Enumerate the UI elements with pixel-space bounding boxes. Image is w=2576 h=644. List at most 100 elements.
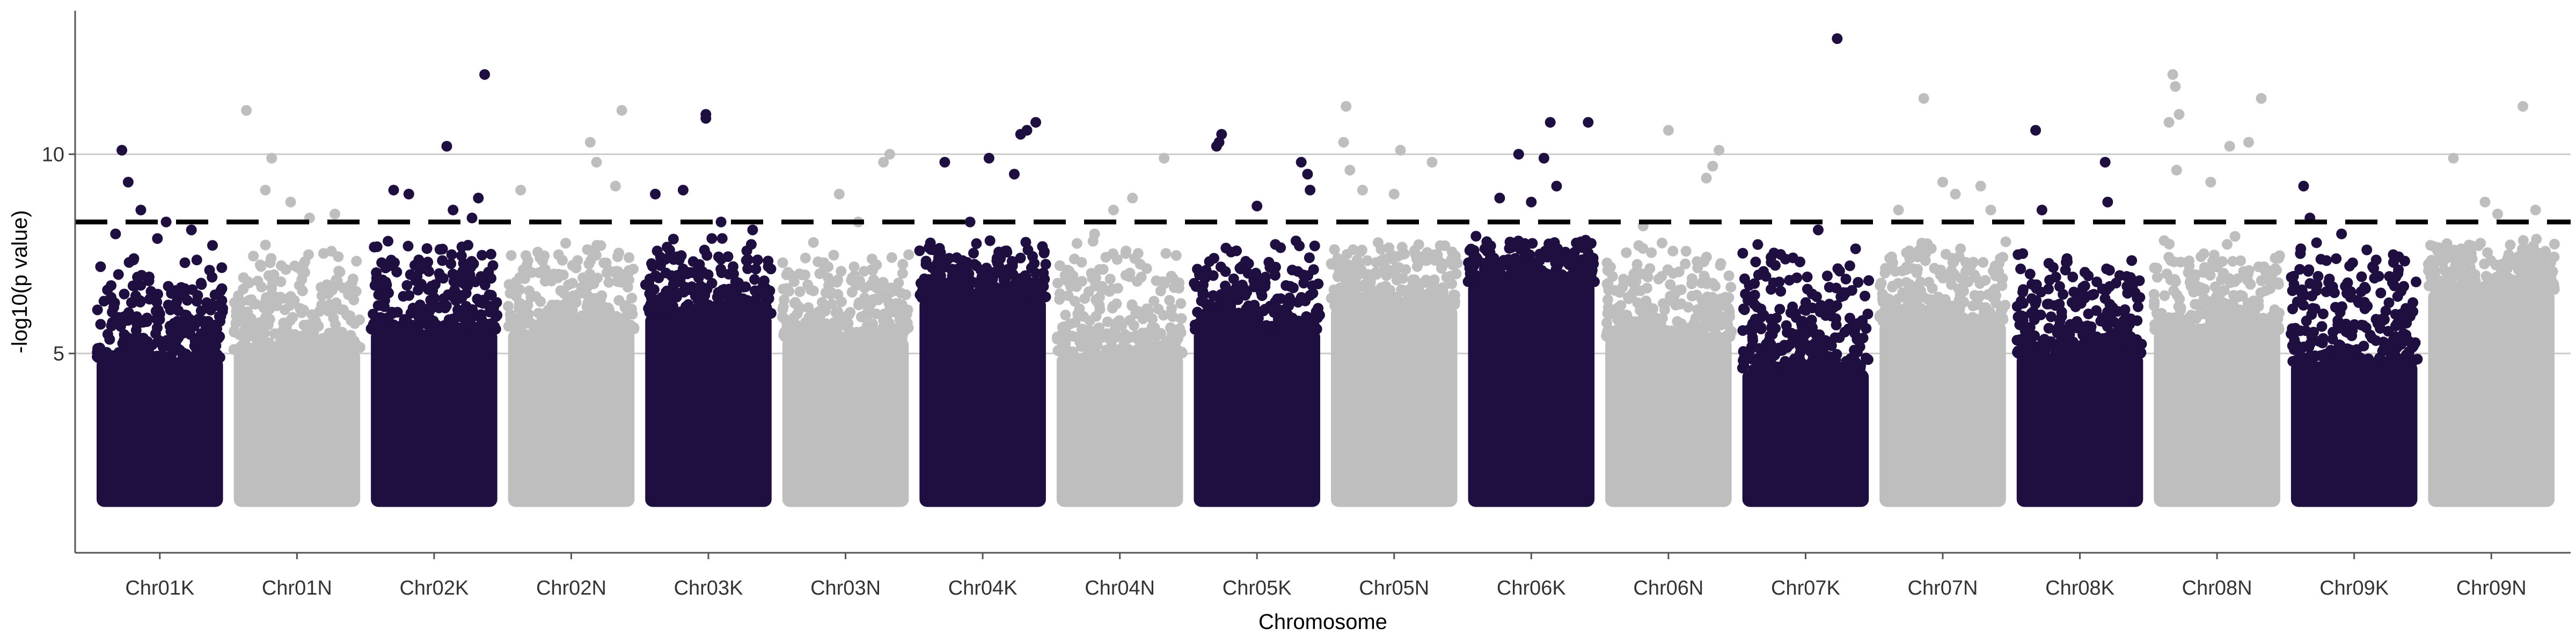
point-Chr08N-258 xyxy=(2253,296,2264,307)
point-Chr02K-181 xyxy=(435,272,446,283)
point-Chr06N-7 xyxy=(1646,247,1657,258)
point-Chr04N-200 xyxy=(1145,347,1157,358)
point-Chr08K-243 xyxy=(2115,333,2126,345)
point-Chr01N-197 xyxy=(258,302,269,313)
point-Chr09K-85 xyxy=(2407,297,2419,308)
point-Chr08N-7 xyxy=(2209,281,2221,292)
point-Chr07N-257 xyxy=(1930,315,1942,326)
point-Chr05K-192 xyxy=(1263,257,1275,268)
point-Chr04N-246 xyxy=(1130,347,1141,358)
point-Chr01K-193 xyxy=(196,328,207,339)
chromosome-group-Chr03K xyxy=(640,109,777,507)
point-Chr07K-218 xyxy=(1830,313,1841,324)
point-Chr04N-139 xyxy=(1143,305,1154,316)
point-Chr08K-221 xyxy=(2110,277,2121,289)
point-Chr04N-166 xyxy=(1155,286,1166,297)
peak-point-Chr06N-1 xyxy=(1701,172,1712,184)
point-Chr04K-236 xyxy=(989,289,1000,301)
point-Chr01N-224 xyxy=(296,331,307,342)
peak-point-Chr06N-0 xyxy=(1663,125,1674,136)
point-Chr08N-116 xyxy=(2173,301,2184,312)
point-Chr03N-196 xyxy=(832,306,843,317)
point-Chr03K-120 xyxy=(706,233,718,244)
point-Chr07K-60 xyxy=(1844,312,1855,324)
point-Chr01K-237 xyxy=(157,341,169,353)
peak-point-Chr03K-0 xyxy=(650,188,661,200)
point-Chr08N-190 xyxy=(2160,313,2171,325)
point-Chr01N-258 xyxy=(324,336,335,348)
dense-points-Chr08K xyxy=(2016,353,2143,507)
point-Chr04K-188 xyxy=(987,274,998,285)
point-Chr09K-235 xyxy=(2334,305,2346,317)
point-Chr06N-61 xyxy=(1725,282,1737,293)
point-Chr06K-254 xyxy=(1513,241,1525,253)
point-Chr07K-250 xyxy=(1823,338,1834,349)
point-Chr08K-219 xyxy=(2125,336,2136,348)
point-Chr01K-169 xyxy=(215,316,226,327)
point-Chr06N-249 xyxy=(1612,314,1623,325)
point-Chr09N-116 xyxy=(2441,238,2453,249)
point-Chr04N-224 xyxy=(1157,276,1168,287)
point-Chr08N-154 xyxy=(2159,290,2170,301)
point-Chr08K-97 xyxy=(2045,311,2057,323)
point-Chr03K-153 xyxy=(758,275,770,287)
point-Chr04N-234 xyxy=(1166,303,1177,314)
point-Chr01K-243 xyxy=(126,345,137,356)
point-Chr03K-256 xyxy=(666,270,677,281)
point-Chr08K-185 xyxy=(2127,280,2138,291)
dense-points-Chr02N xyxy=(508,330,635,507)
point-Chr08K-175 xyxy=(2091,331,2103,342)
point-Chr07K-189 xyxy=(1775,286,1787,297)
point-Chr03N-215 xyxy=(803,302,814,313)
point-Chr02K-242 xyxy=(376,324,387,335)
point-Chr03K-56 xyxy=(648,284,660,295)
point-Chr09N-226 xyxy=(2531,233,2542,245)
point-Chr02N-70 xyxy=(560,238,572,249)
peak-point-Chr07K-0 xyxy=(1832,33,1843,44)
point-Chr05N-180 xyxy=(1332,253,1343,264)
point-Chr04N-18 xyxy=(1060,310,1071,321)
point-Chr03K-239 xyxy=(664,289,676,300)
point-Chr09K-222 xyxy=(2404,311,2416,322)
point-Chr04K-247 xyxy=(940,261,952,273)
point-Chr07K-259 xyxy=(1789,355,1800,367)
point-Chr03K-245 xyxy=(701,250,713,261)
point-Chr06N-258 xyxy=(1716,319,1727,331)
dense-points-Chr09K xyxy=(2290,361,2418,507)
point-Chr08K-171 xyxy=(2058,289,2069,300)
point-Chr04N-133 xyxy=(1167,311,1179,323)
point-Chr03N-259 xyxy=(825,330,837,341)
point-Chr02N-74 xyxy=(626,292,638,304)
point-Chr04N-106 xyxy=(1102,316,1113,327)
point-Chr05K-245 xyxy=(1298,277,1309,289)
x-tick-label-Chr02K: Chr02K xyxy=(399,577,469,599)
point-Chr07K-194 xyxy=(1743,295,1754,306)
point-Chr09K-205 xyxy=(2331,253,2342,264)
point-Chr06K-256 xyxy=(1586,274,1597,285)
point-Chr02K-253 xyxy=(465,320,477,332)
point-Chr07K-257 xyxy=(1812,341,1824,352)
point-Chr01K-253 xyxy=(165,326,177,337)
point-Chr07K-231 xyxy=(1739,304,1750,316)
point-Chr08K-233 xyxy=(2099,293,2111,304)
point-Chr03N-142 xyxy=(828,250,839,261)
point-Chr09N-194 xyxy=(2450,261,2461,272)
point-Chr03N-239 xyxy=(866,298,877,309)
point-Chr07N-256 xyxy=(1935,299,1946,311)
point-Chr04N-187 xyxy=(1170,250,1182,261)
point-Chr05K-232 xyxy=(1256,290,1268,301)
point-Chr06K-247 xyxy=(1481,261,1492,273)
point-Chr05N-218 xyxy=(1351,269,1363,280)
point-Chr07N-253 xyxy=(1880,295,1891,306)
point-Chr03K-165 xyxy=(749,285,760,296)
point-Chr06K-232 xyxy=(1468,260,1480,272)
point-Chr04N-254 xyxy=(1166,331,1177,342)
point-Chr09K-137 xyxy=(2303,264,2315,275)
point-Chr01N-195 xyxy=(316,282,327,293)
point-Chr01K-231 xyxy=(183,323,194,334)
chromosome-group-Chr06K xyxy=(1462,116,1600,507)
point-Chr02N-255 xyxy=(546,324,558,335)
point-Chr03N-223 xyxy=(879,311,890,322)
point-Chr08N-255 xyxy=(2180,322,2191,333)
point-Chr09K-121 xyxy=(2380,305,2391,317)
